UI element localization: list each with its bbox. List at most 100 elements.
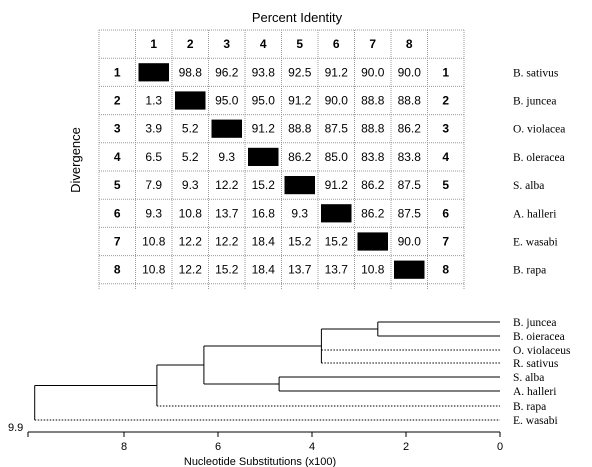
diagonal-cell <box>211 119 242 138</box>
row-header: 5 <box>114 178 121 192</box>
matrix-cell: 13.7 <box>325 263 349 277</box>
diagonal-cell <box>138 63 169 82</box>
matrix-cell: 12.2 <box>179 263 203 277</box>
axis-tick-label: 8 <box>121 441 127 453</box>
species-label: B. juncea <box>513 96 556 108</box>
row-header: 1 <box>114 65 121 79</box>
row-header: 3 <box>114 122 121 136</box>
row-header-right: 7 <box>442 235 449 249</box>
matrix-cell: 10.8 <box>142 235 166 249</box>
matrix-cell: 15.2 <box>288 235 312 249</box>
species-label: O. violacea <box>513 124 565 136</box>
axis-tick-label: 6 <box>215 441 221 453</box>
tree-leaf-label: O. violaceus <box>513 345 571 357</box>
tree-leaf-label: E. wasabi <box>513 415 558 427</box>
matrix-title: Percent Identity <box>252 10 343 25</box>
matrix-cell: 95.0 <box>215 94 239 108</box>
substitution-axis: 8 6 4 2 0 <box>27 431 503 453</box>
divergence-label: Divergence <box>68 127 83 193</box>
row-header-right: 5 <box>442 178 449 192</box>
matrix-cell: 12.2 <box>215 178 239 192</box>
species-labels: B. sativus B. juncea O. violacea B. olerace… <box>513 67 565 276</box>
matrix-cell: 91.2 <box>288 94 312 108</box>
identity-matrix: 1122334455667788112233445566778898.896.2… <box>68 10 565 290</box>
matrix-cell: 15.2 <box>215 263 239 277</box>
matrix-cells: 1122334455667788112233445566778898.896.2… <box>114 37 449 279</box>
row-header: 4 <box>114 150 121 164</box>
species-label: B. oleracea <box>513 152 565 164</box>
axis-tick-label: 4 <box>309 441 315 453</box>
matrix-cell: 83.8 <box>398 150 422 164</box>
matrix-cell: 15.2 <box>252 178 276 192</box>
matrix-cell: 16.8 <box>252 206 276 220</box>
matrix-cell: 9.3 <box>291 206 308 220</box>
matrix-cell: 9.3 <box>145 206 162 220</box>
matrix-cell: 5.2 <box>182 122 199 136</box>
column-header: 5 <box>296 37 303 51</box>
matrix-cell: 10.8 <box>361 263 385 277</box>
matrix-cell: 86.2 <box>361 178 385 192</box>
matrix-cell: 10.8 <box>179 206 203 220</box>
diagonal-cell <box>321 204 352 223</box>
matrix-cell: 90.0 <box>398 65 422 79</box>
column-header: 6 <box>333 37 340 51</box>
matrix-cell: 88.8 <box>361 122 385 136</box>
row-header-right: 3 <box>442 122 449 136</box>
species-label: S. alba <box>513 180 544 192</box>
row-header: 6 <box>114 206 121 220</box>
tree-leaf-label: R. sativus <box>513 358 559 370</box>
column-header: 4 <box>260 37 267 51</box>
species-label: E. wasabi <box>513 237 558 249</box>
matrix-cell: 9.3 <box>218 150 235 164</box>
matrix-cell: 12.2 <box>215 235 239 249</box>
axis-tick-label: 0 <box>497 441 503 453</box>
diagonal-cell <box>394 260 425 279</box>
root-distance-label: 9.9 <box>8 422 23 434</box>
column-header: 3 <box>223 37 230 51</box>
matrix-cell: 87.5 <box>398 206 422 220</box>
matrix-cell: 6.5 <box>145 150 162 164</box>
column-header: 7 <box>369 37 376 51</box>
matrix-cell: 95.0 <box>252 94 276 108</box>
matrix-cell: 9.3 <box>182 178 199 192</box>
matrix-cell: 90.0 <box>361 65 385 79</box>
matrix-cell: 7.9 <box>145 178 162 192</box>
matrix-cell: 91.2 <box>252 122 276 136</box>
column-header: 1 <box>150 37 157 51</box>
diagonal-cell <box>248 147 279 166</box>
tree-leaf-label: S. alba <box>513 372 544 384</box>
matrix-cell: 87.5 <box>325 122 349 136</box>
matrix-cell: 96.2 <box>215 65 239 79</box>
species-label: A. halleri <box>513 208 556 220</box>
tree-leaf-label: B. juncea <box>513 317 556 329</box>
matrix-cell: 91.2 <box>325 178 349 192</box>
matrix-cell: 3.9 <box>145 122 162 136</box>
matrix-cell: 92.5 <box>288 65 312 79</box>
matrix-cell: 12.2 <box>179 235 203 249</box>
row-header-right: 8 <box>442 263 449 277</box>
matrix-cell: 86.2 <box>398 122 422 136</box>
matrix-cell: 18.4 <box>252 235 276 249</box>
matrix-cell: 87.5 <box>398 178 422 192</box>
axis-tick-label: 2 <box>403 441 409 453</box>
row-header: 2 <box>114 94 121 108</box>
matrix-cell: 1.3 <box>145 94 162 108</box>
matrix-cell: 88.8 <box>361 94 385 108</box>
row-header-right: 1 <box>442 65 449 79</box>
row-header: 7 <box>114 235 121 249</box>
column-header: 2 <box>187 37 194 51</box>
matrix-cell: 15.2 <box>325 235 349 249</box>
tree-leaf-label: B. oieracea <box>513 331 565 343</box>
row-header-right: 2 <box>442 94 449 108</box>
matrix-cell: 83.8 <box>361 150 385 164</box>
matrix-cell: 13.7 <box>288 263 312 277</box>
axis-title: Nucleotide Substitutions (x100) <box>184 456 336 467</box>
species-label: B. rapa <box>513 265 546 277</box>
row-header: 8 <box>114 263 121 277</box>
matrix-cell: 86.2 <box>288 150 312 164</box>
matrix-cell: 88.8 <box>288 122 312 136</box>
matrix-cell: 13.7 <box>215 206 239 220</box>
matrix-cell: 86.2 <box>361 206 385 220</box>
